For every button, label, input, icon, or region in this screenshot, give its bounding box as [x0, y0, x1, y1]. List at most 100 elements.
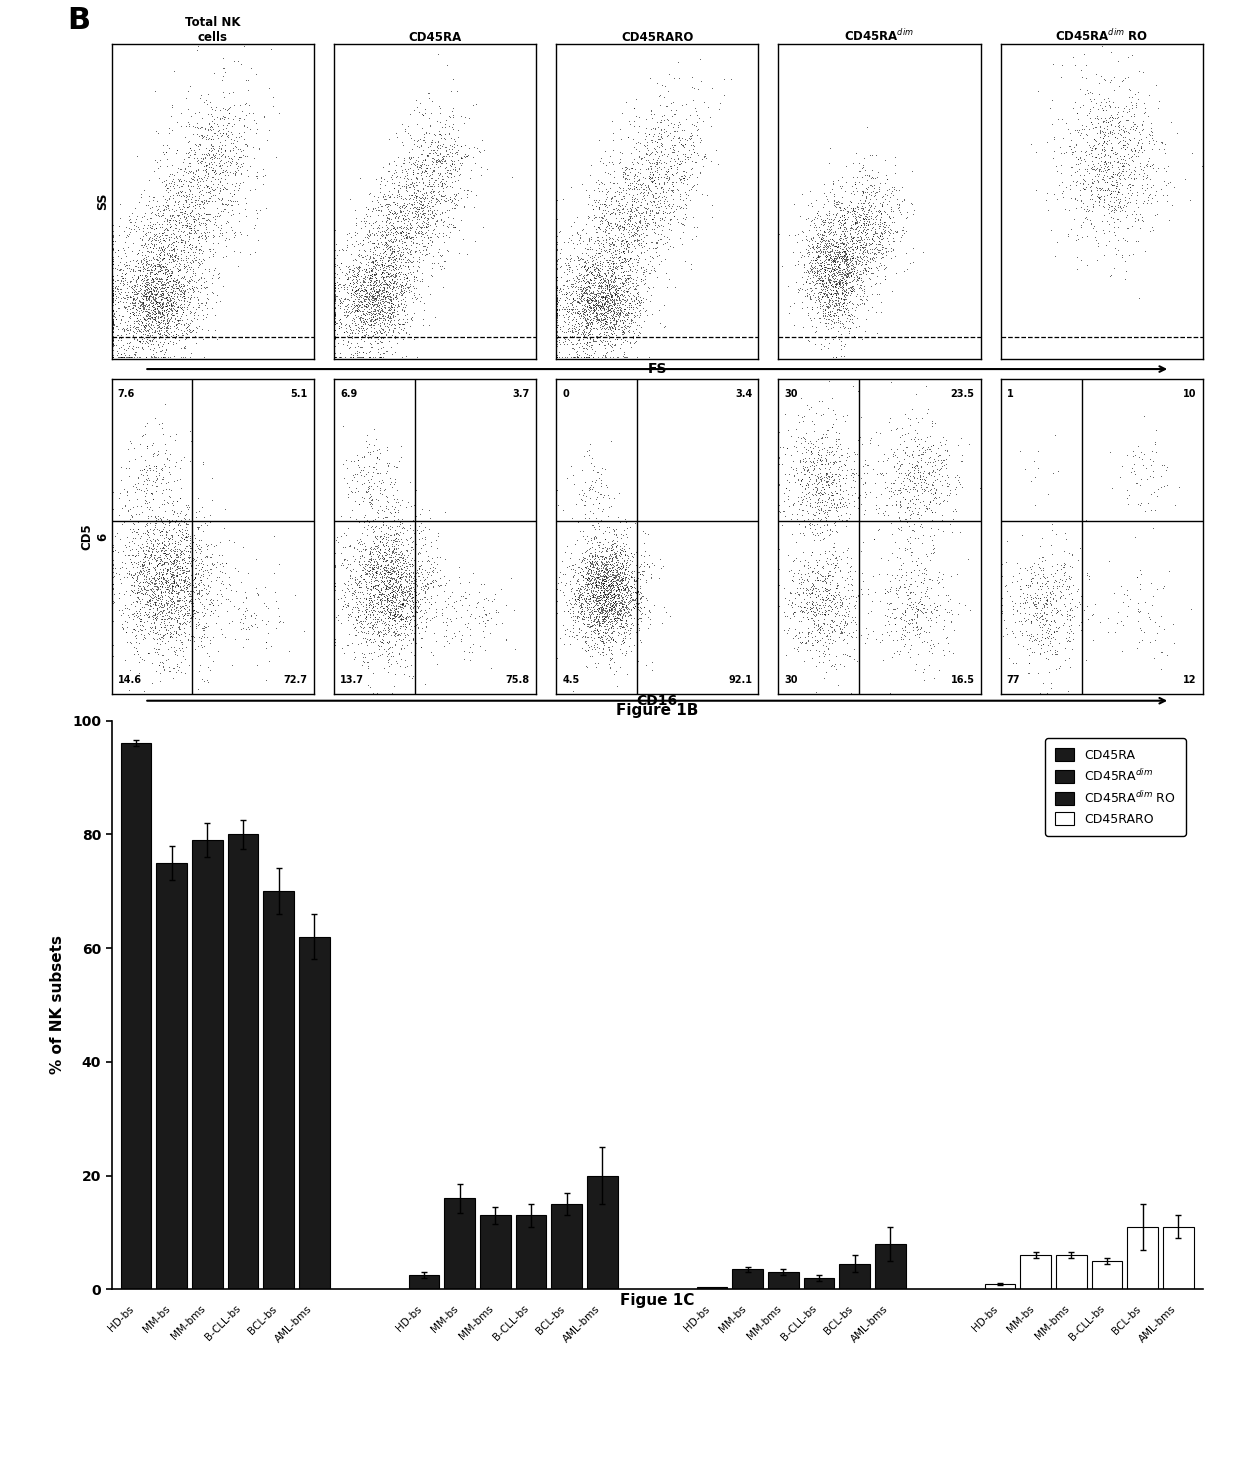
- Point: [599, 299, 619, 323]
- Point: [831, 198, 851, 222]
- Point: [153, 279, 172, 302]
- Point: [794, 255, 813, 279]
- Point: [846, 216, 866, 239]
- Point: [1112, 198, 1132, 222]
- Point: [606, 323, 626, 346]
- Point: [573, 336, 593, 359]
- Point: [197, 667, 217, 691]
- Point: [174, 569, 193, 593]
- Point: [371, 560, 391, 584]
- Point: [807, 251, 827, 274]
- Point: [391, 557, 410, 581]
- Point: [418, 214, 438, 238]
- Point: [373, 471, 393, 494]
- Point: [1110, 144, 1130, 167]
- Point: [177, 600, 197, 623]
- Point: [837, 283, 857, 307]
- Point: [585, 290, 605, 314]
- Point: [148, 315, 167, 339]
- Point: [141, 305, 161, 329]
- Point: [820, 263, 839, 286]
- Point: [1151, 475, 1171, 499]
- Point: [804, 609, 823, 632]
- Point: [818, 257, 838, 280]
- Point: [119, 489, 139, 512]
- Point: [637, 214, 657, 238]
- Point: [164, 541, 184, 565]
- Point: [609, 603, 629, 626]
- Point: [140, 235, 160, 258]
- Point: [377, 597, 397, 621]
- Point: [574, 255, 594, 279]
- Point: [458, 242, 477, 266]
- Point: [624, 220, 644, 244]
- Point: [149, 260, 169, 283]
- Point: [229, 596, 249, 619]
- Point: [139, 312, 159, 336]
- Point: [1114, 128, 1133, 151]
- Point: [1133, 60, 1153, 84]
- Point: [164, 550, 184, 574]
- Point: [1047, 160, 1066, 183]
- Point: [1089, 235, 1109, 258]
- Point: [557, 274, 577, 298]
- Point: [897, 242, 916, 266]
- Point: [828, 244, 848, 267]
- Point: [574, 599, 594, 622]
- Point: [325, 305, 345, 329]
- Point: [564, 593, 584, 616]
- Point: [379, 597, 399, 621]
- Point: [583, 271, 603, 295]
- Point: [159, 610, 179, 634]
- Point: [401, 242, 420, 266]
- Point: [401, 217, 420, 241]
- Point: [826, 273, 846, 296]
- Point: [362, 285, 382, 308]
- Point: [1118, 191, 1138, 214]
- Point: [159, 607, 179, 631]
- Point: [604, 563, 624, 587]
- Point: [153, 270, 172, 293]
- Point: [816, 244, 836, 267]
- Point: [325, 629, 345, 653]
- Point: [151, 601, 171, 625]
- Point: [619, 600, 639, 623]
- Point: [836, 279, 856, 302]
- Point: [621, 307, 641, 330]
- Point: [398, 490, 418, 513]
- Point: [206, 144, 226, 167]
- Point: [593, 560, 613, 584]
- Point: [805, 213, 825, 236]
- Point: [1044, 621, 1064, 644]
- Point: [424, 158, 444, 182]
- Point: [175, 267, 195, 290]
- Point: [1037, 581, 1056, 604]
- Point: [171, 167, 191, 191]
- Point: [418, 235, 438, 258]
- Point: [645, 129, 665, 153]
- Point: [1037, 591, 1056, 615]
- Point: [255, 637, 275, 660]
- Point: [185, 547, 205, 571]
- Point: [636, 157, 656, 180]
- Point: [1043, 599, 1063, 622]
- Point: [810, 490, 830, 513]
- Point: [686, 224, 706, 248]
- Point: [381, 235, 401, 258]
- Point: [811, 469, 831, 493]
- Point: [159, 198, 179, 222]
- Point: [590, 588, 610, 612]
- Point: [874, 210, 894, 233]
- Point: [820, 613, 839, 637]
- Point: [608, 285, 627, 308]
- Point: [392, 581, 412, 604]
- Point: [806, 654, 826, 678]
- Point: [177, 223, 197, 246]
- Point: [191, 204, 211, 227]
- Point: [164, 290, 184, 314]
- Point: [627, 195, 647, 219]
- Point: [894, 575, 914, 599]
- Point: [229, 173, 249, 197]
- Point: [399, 183, 419, 207]
- Point: [103, 324, 123, 348]
